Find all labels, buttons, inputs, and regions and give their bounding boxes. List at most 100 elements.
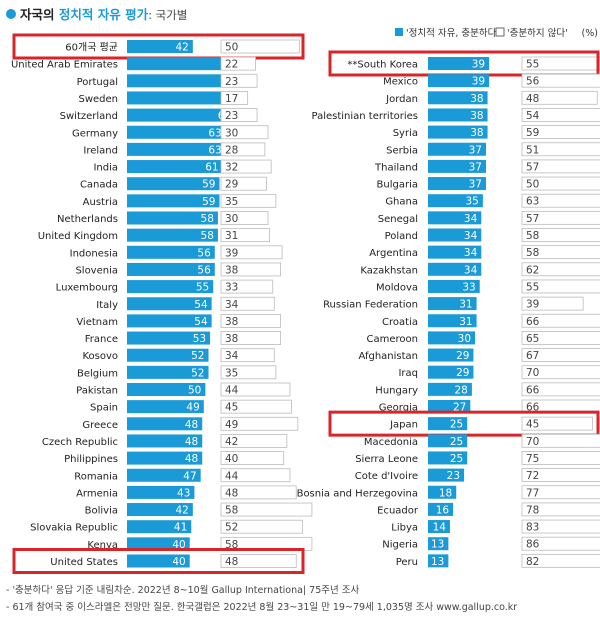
label-vietnam: Vietnam — [76, 317, 118, 328]
value-sufficient-hungary: 28 — [455, 384, 468, 396]
label-italy: Italy — [96, 300, 118, 311]
value-sufficient-argentina: 34 — [464, 247, 478, 259]
label-kazakhstan: Kazakhstan — [360, 265, 418, 276]
bar-sufficient-ghana — [428, 194, 483, 208]
label-romania: Romania — [74, 471, 118, 482]
bar-sufficient-belgium — [127, 365, 209, 379]
bar-sufficient-bolivia — [127, 503, 193, 517]
value-insufficient-pakistan: 44 — [225, 385, 239, 397]
bar-insufficient-bosnia-and-herzegovina — [521, 485, 600, 500]
bar-insufficient-afghanistan — [521, 348, 600, 362]
label-austria: Austria — [83, 197, 118, 208]
value-sufficient-bolivia: 42 — [175, 505, 188, 517]
value-sufficient-60개국-평균: 42 — [175, 42, 188, 54]
bar-insufficient-germany — [220, 125, 269, 140]
value-sufficient-italy: 54 — [194, 299, 208, 311]
label-slovakia-republic: Slovakia Republic — [30, 523, 118, 534]
value-sufficient-kosovo: 52 — [191, 350, 204, 362]
bar-insufficient-luxembourg — [220, 279, 274, 294]
label-serbia: Serbia — [386, 145, 418, 156]
value-sufficient-spain: 49 — [186, 402, 199, 414]
value-insufficient-united-states: 48 — [225, 556, 238, 568]
value-sufficient-poland: 34 — [464, 230, 478, 242]
bar-insufficient-slovakia-republic — [220, 519, 303, 534]
bar-insufficient-kazakhstan — [521, 262, 600, 277]
label-nigeria: Nigeria — [382, 540, 418, 551]
value-insufficient-france: 38 — [225, 333, 238, 345]
label-greece: Greece — [82, 420, 118, 431]
bar-insufficient-iraq — [521, 365, 600, 380]
bar-sufficient-portugal — [127, 74, 243, 88]
bar-sufficient-kenya — [127, 537, 190, 551]
value-sufficient-libya: 14 — [433, 522, 447, 534]
value-sufficient-bulgaria: 37 — [469, 179, 482, 191]
value-insufficient-india: 32 — [225, 162, 238, 174]
legend-label-sufficient: '정치적 자유, 충분하다' — [406, 27, 499, 39]
bar-sufficient-sierra-leone — [428, 451, 468, 465]
value-sufficient-germany: 63 — [208, 127, 221, 139]
label-afghanistan: Afghanistan — [358, 351, 418, 362]
bar-sufficient-pakistan — [127, 383, 206, 396]
bar-sufficient-czech-republic — [127, 434, 203, 448]
bar-insufficient-united-kingdom — [220, 228, 270, 243]
bar-sufficient-iraq — [428, 365, 474, 379]
legend-label-insufficient: '충분하지 않다' — [507, 27, 568, 39]
value-insufficient-ghana: 63 — [526, 196, 539, 208]
value-insufficient-bolivia: 58 — [225, 505, 238, 517]
label-united-arab-emirates: United Arab Emirates — [11, 60, 118, 71]
bar-sufficient-slovakia-republic — [127, 520, 192, 534]
value-insufficient-iraq: 70 — [526, 367, 539, 379]
label-canada: Canada — [80, 180, 118, 191]
bar-insufficient-cote-d-ivoire — [521, 468, 600, 483]
value-sufficient-nigeria: 13 — [431, 539, 444, 551]
bar-sufficient-bosnia-and-herzegovina — [428, 485, 457, 499]
label-moldova: Moldova — [376, 282, 418, 293]
bar-insufficient-austria — [220, 193, 277, 208]
bar-insufficient-armenia — [220, 485, 297, 500]
value-sufficient-croatia: 31 — [459, 316, 472, 328]
bar-sufficient-libya — [428, 520, 450, 534]
bar-sufficient-poland — [428, 228, 482, 242]
value-insufficient-slovakia-republic: 52 — [225, 522, 238, 534]
value-insufficient-spain: 45 — [225, 402, 238, 414]
value-insufficient-belgium: 35 — [225, 367, 238, 379]
bar-insufficient-nigeria — [521, 536, 600, 551]
value-sufficient-belgium: 52 — [191, 367, 204, 379]
bar-insufficient-senegal — [521, 210, 600, 225]
label-60개국-평균: 60개국 평균 — [65, 42, 118, 54]
label-kosovo: Kosovo — [82, 351, 118, 362]
bar-sufficient-italy — [127, 297, 212, 311]
label-united-states: United States — [50, 557, 118, 568]
bar-insufficient-macedonia — [521, 433, 600, 448]
label-ecuador: Ecuador — [377, 505, 419, 516]
bar-insufficient-ghana — [521, 193, 600, 208]
bar-insufficient-sierra-leone — [521, 451, 600, 465]
title-highlight: 정치적 자유 평가 — [59, 7, 149, 22]
value-sufficient-cote-d-ivoire: 23 — [447, 470, 460, 482]
bar-insufficient-united-states — [220, 554, 297, 568]
bar-sufficient-sweden — [127, 91, 243, 105]
bar-insufficient-croatia — [521, 313, 600, 328]
bar-insufficient-belgium — [220, 365, 277, 380]
legend-swatch-insufficient — [495, 27, 505, 37]
bar-sufficient-macedonia — [428, 434, 468, 448]
bar-sufficient-nigeria — [428, 537, 449, 551]
value-insufficient-peru: 82 — [526, 556, 539, 568]
label-germany: Germany — [72, 128, 118, 139]
label-czech-republic: Czech Republic — [42, 437, 118, 448]
value-insufficient-portugal: 23 — [225, 76, 238, 88]
value-insufficient-serbia: 51 — [526, 144, 539, 156]
value-insufficient-mexico: 56 — [526, 76, 540, 88]
label-hungary: Hungary — [375, 385, 418, 396]
bar-insufficient-canada — [220, 176, 267, 191]
value-sufficient-czech-republic: 48 — [185, 436, 198, 448]
bar-insufficient-switzerland — [220, 108, 258, 122]
bar-insufficient-argentina — [521, 245, 600, 260]
bar-sufficient-argentina — [428, 245, 482, 259]
value-insufficient-armenia: 48 — [225, 487, 238, 499]
value-insufficient-poland: 58 — [526, 230, 539, 242]
label-croatia: Croatia — [382, 317, 418, 328]
label-spain: Spain — [90, 403, 118, 414]
